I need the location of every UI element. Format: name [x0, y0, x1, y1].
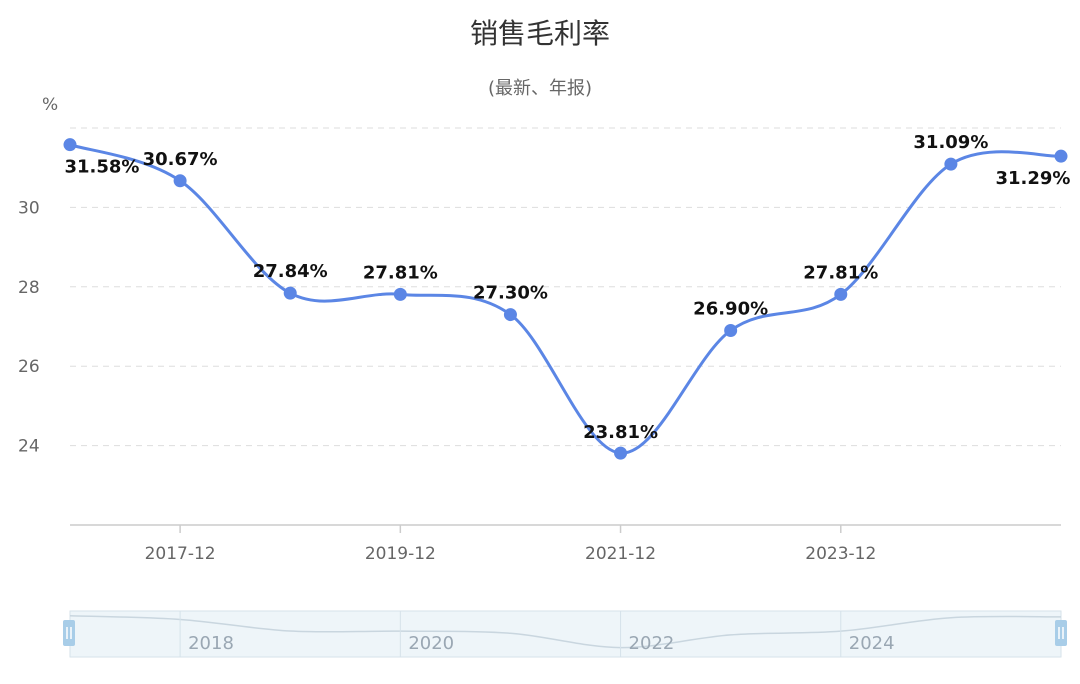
navigator-right-handle[interactable] — [1055, 620, 1067, 646]
x-axis-ticks: 2017-12 2019-12 2021-12 2023-12 — [145, 525, 876, 564]
data-label: 30.67% — [143, 149, 218, 170]
y-axis-ticks: 24 26 28 30 — [18, 198, 40, 456]
data-point[interactable] — [503, 308, 517, 322]
y-tick-label: 28 — [18, 278, 40, 298]
data-labels: 31.58% 30.67% 27.84% 27.81% 27.30% 23.81% 26.9… — [65, 132, 1071, 443]
data-label: 27.81% — [803, 262, 878, 283]
data-point[interactable] — [834, 287, 848, 301]
navigator-label: 2024 — [849, 633, 895, 654]
y-axis-label: % — [42, 95, 58, 115]
y-tick-label: 30 — [18, 198, 40, 218]
data-point[interactable] — [614, 446, 628, 460]
navigator-label: 2018 — [188, 633, 234, 654]
right-handle-icon[interactable] — [1055, 620, 1067, 646]
data-label: 31.09% — [913, 132, 988, 153]
navigator-label: 2022 — [629, 633, 675, 654]
navigator-dividers — [179, 611, 842, 657]
y-tick-label: 26 — [18, 357, 40, 377]
navigator-label: 2020 — [408, 633, 454, 654]
y-tick-label: 24 — [18, 437, 40, 457]
grid-lines — [70, 127, 1061, 447]
navigator-background — [69, 610, 1062, 658]
data-point[interactable] — [173, 174, 187, 188]
x-tick-label: 2017-12 — [145, 544, 216, 564]
left-handle-icon[interactable] — [63, 620, 75, 646]
data-label: 26.90% — [693, 298, 768, 319]
data-label: 23.81% — [583, 422, 658, 443]
data-label: 31.58% — [65, 157, 140, 178]
data-label: 27.84% — [253, 261, 328, 282]
x-tick-label: 2021-12 — [585, 544, 656, 564]
data-point[interactable] — [1054, 149, 1068, 163]
chart-title: 销售毛利率 — [469, 17, 610, 50]
data-label: 31.29% — [996, 168, 1071, 189]
data-point[interactable] — [944, 157, 958, 171]
data-point[interactable] — [63, 138, 77, 152]
data-point[interactable] — [393, 287, 407, 301]
navigator-preview-line — [69, 614, 1062, 649]
data-points — [63, 138, 1068, 460]
range-navigator[interactable]: 2018 2020 2022 2024 — [63, 610, 1067, 658]
series-line — [69, 143, 1062, 455]
x-tick-label: 2023-12 — [805, 544, 876, 564]
navigator-left-handle[interactable] — [63, 620, 75, 646]
chart-subtitle: (最新、年报) — [487, 78, 593, 99]
x-tick-label: 2019-12 — [365, 544, 436, 564]
data-point[interactable] — [283, 286, 297, 300]
data-label: 27.81% — [363, 262, 438, 283]
data-point[interactable] — [724, 323, 738, 337]
navigator-labels: 2018 2020 2022 2024 — [188, 633, 894, 654]
data-label: 27.30% — [473, 283, 548, 304]
